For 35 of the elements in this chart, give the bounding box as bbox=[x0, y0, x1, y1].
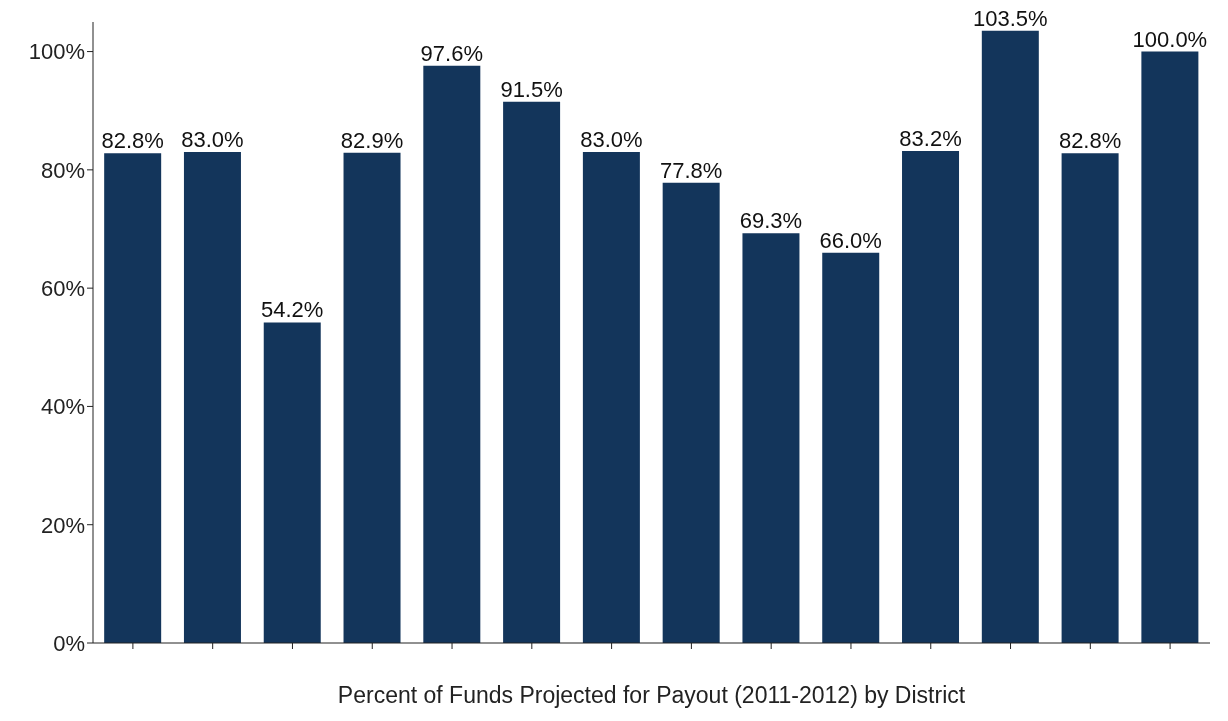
bar bbox=[902, 150, 960, 643]
bar bbox=[183, 152, 241, 643]
bar bbox=[1061, 153, 1119, 643]
y-tick-label: 20% bbox=[40, 512, 85, 538]
bar bbox=[742, 233, 800, 643]
bar bbox=[981, 30, 1039, 643]
data-label: 97.6% bbox=[420, 40, 484, 66]
data-label: 82.9% bbox=[340, 127, 404, 153]
data-label: 82.8% bbox=[1058, 128, 1122, 154]
data-label: 77.8% bbox=[659, 157, 723, 183]
bar bbox=[104, 153, 162, 643]
data-label: 66.0% bbox=[819, 227, 882, 253]
bar bbox=[343, 152, 401, 643]
data-label: 83.0% bbox=[181, 127, 244, 153]
x-axis-title: Percent of Funds Projected for Payout (2011-2012) by District bbox=[337, 682, 966, 708]
y-tick-label: 60% bbox=[40, 275, 85, 301]
data-label: 82.8% bbox=[101, 128, 164, 154]
y-tick-label: 80% bbox=[40, 157, 85, 183]
data-label: 91.5% bbox=[500, 76, 563, 102]
data-label: 83.2% bbox=[899, 125, 962, 151]
bar bbox=[503, 101, 561, 643]
y-tick-label: 0% bbox=[53, 630, 85, 656]
data-label: 100.0% bbox=[1132, 26, 1208, 52]
bar bbox=[263, 322, 321, 643]
bar bbox=[822, 252, 880, 643]
y-tick-label: 100% bbox=[28, 39, 85, 65]
bar bbox=[1141, 51, 1199, 643]
data-label: 54.2% bbox=[261, 297, 324, 323]
bar bbox=[582, 152, 640, 643]
data-label: 103.5% bbox=[973, 5, 1048, 31]
bar bbox=[423, 65, 481, 643]
data-label: 83.0% bbox=[580, 127, 643, 153]
y-tick-label: 40% bbox=[40, 394, 85, 420]
bar bbox=[662, 182, 720, 643]
data-label: 69.3% bbox=[739, 208, 803, 234]
